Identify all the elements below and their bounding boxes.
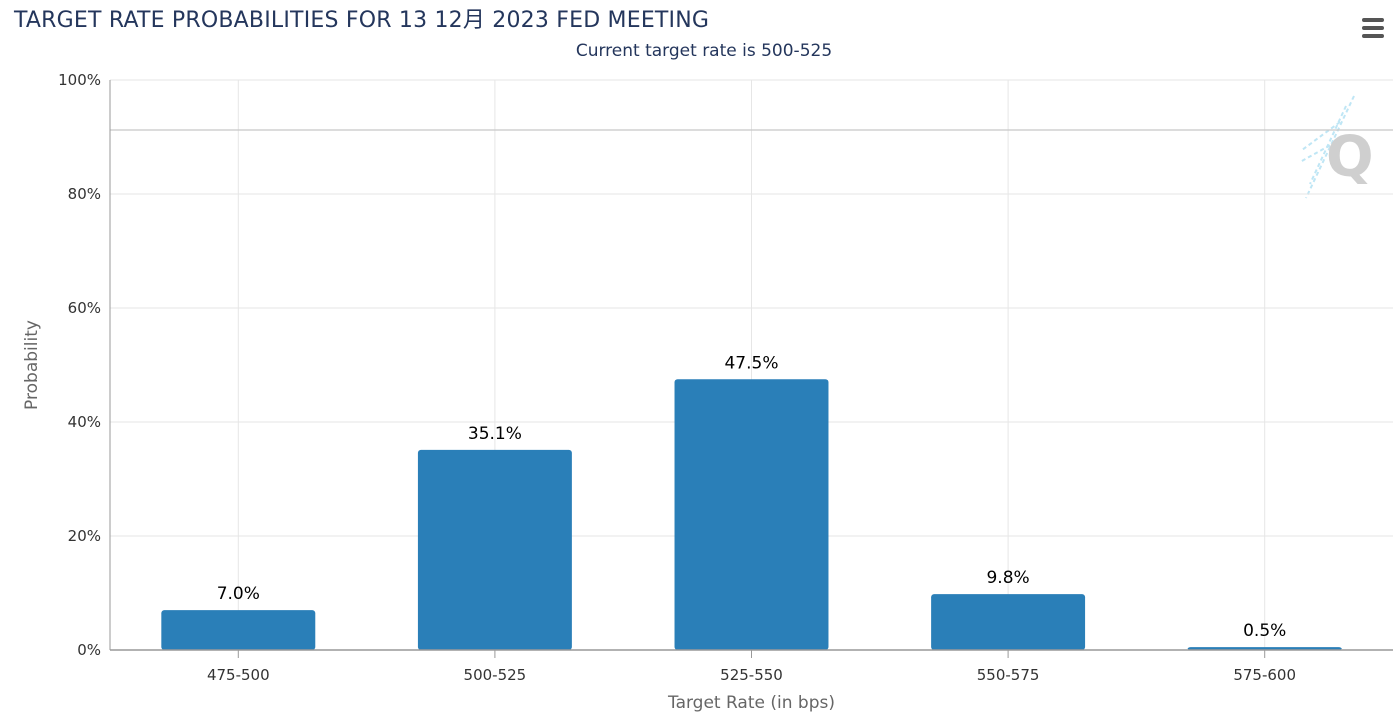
bar-550-575[interactable] <box>931 594 1086 650</box>
bar-500-525[interactable] <box>417 449 572 650</box>
x-tick-label: 575-600 <box>1233 666 1296 684</box>
y-tick-label: 0% <box>77 641 101 659</box>
x-tick-label: 500-525 <box>464 666 527 684</box>
hamburger-menu-icon[interactable] <box>1358 14 1386 42</box>
data-labels: 7.0% 35.1% 47.5% 9.8% 0.5% <box>217 353 1287 641</box>
menu-bar <box>1362 34 1384 38</box>
y-tick-label: 20% <box>68 527 101 545</box>
bars <box>161 379 1342 650</box>
y-tick-label: 60% <box>68 299 101 317</box>
data-label: 35.1% <box>468 424 522 444</box>
x-tick-label: 475-500 <box>207 666 270 684</box>
bar-525-550[interactable] <box>674 379 829 650</box>
data-label: 47.5% <box>724 353 778 373</box>
axes: 0% 20% 40% 60% 80% 100% 475-500 500-525 525-550 5… <box>58 71 1393 684</box>
data-label: 0.5% <box>1243 621 1286 641</box>
y-tick-label: 100% <box>58 71 101 89</box>
quikstrike-q-logo-icon: Q <box>1299 95 1374 199</box>
y-axis-title: Probability <box>22 320 42 410</box>
y-tick-label: 40% <box>68 413 101 431</box>
y-tick-label: 80% <box>68 185 101 203</box>
x-tick-label: 550-575 <box>977 666 1040 684</box>
x-tick-label: 525-550 <box>720 666 783 684</box>
data-label: 9.8% <box>986 568 1029 588</box>
bar-475-500[interactable] <box>161 610 316 650</box>
chart-title: TARGET RATE PROBABILITIES FOR 13 12月 202… <box>14 8 710 33</box>
data-label: 7.0% <box>217 584 260 604</box>
menu-bar <box>1362 18 1384 22</box>
x-axis-title: Target Rate (in bps) <box>667 693 835 713</box>
svg-text:Q: Q <box>1326 125 1374 190</box>
chart-subtitle: Current target rate is 500-525 <box>575 41 833 61</box>
menu-bar <box>1362 26 1384 30</box>
